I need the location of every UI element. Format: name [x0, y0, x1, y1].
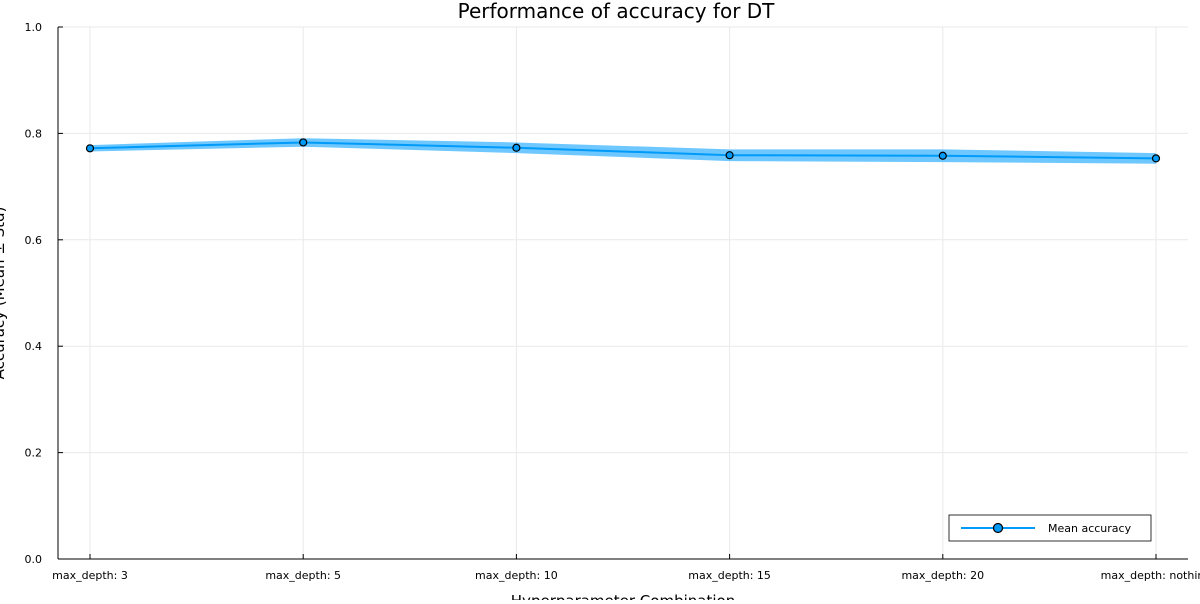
y-tick-label: 1.0	[25, 21, 43, 34]
y-tick-label: 0.0	[25, 553, 43, 566]
data-point	[938, 151, 947, 160]
data-point	[725, 151, 734, 160]
x-tick-label: max_depth: 5	[265, 569, 341, 582]
y-tick-layer: 0.0 0.2 0.4 0.6 0.8 1.0	[25, 21, 63, 566]
x-tick-label: max_depth: 15	[688, 569, 771, 582]
y-tick-label: 0.4	[25, 340, 43, 353]
grid	[58, 26, 1188, 560]
data-point	[512, 143, 521, 152]
y-axis-title: Accuracy (Mean ± Std)	[0, 207, 8, 380]
x-tick-label: max_depth: 10	[475, 569, 558, 582]
x-tick-label: max_depth: 20	[901, 569, 984, 582]
x-tick-layer: max_depth: 3 max_depth: 5 max_depth: 10 max…	[52, 554, 1200, 582]
legend: Mean accuracy	[948, 514, 1152, 542]
x-axis-title: Hyperparameter Combination	[511, 592, 735, 600]
y-tick-label: 0.6	[25, 234, 43, 247]
y-tick-label: 0.8	[25, 127, 43, 140]
series-line-layer	[89, 141, 1157, 160]
marker-layer	[85, 138, 1161, 163]
axes	[57, 27, 1188, 560]
x-tick-label: max_depth: 3	[52, 569, 128, 582]
chart-title: Performance of accuracy for DT	[458, 0, 776, 23]
legend-marker-swatch	[992, 522, 1004, 534]
legend-label: Mean accuracy	[1048, 522, 1132, 535]
x-tick-label: max_depth: nothing	[1101, 569, 1200, 582]
data-point	[299, 138, 308, 147]
data-point	[1151, 154, 1161, 163]
y-tick-label: 0.2	[25, 447, 43, 460]
mean-accuracy-line	[89, 141, 1157, 160]
data-point	[85, 144, 95, 153]
